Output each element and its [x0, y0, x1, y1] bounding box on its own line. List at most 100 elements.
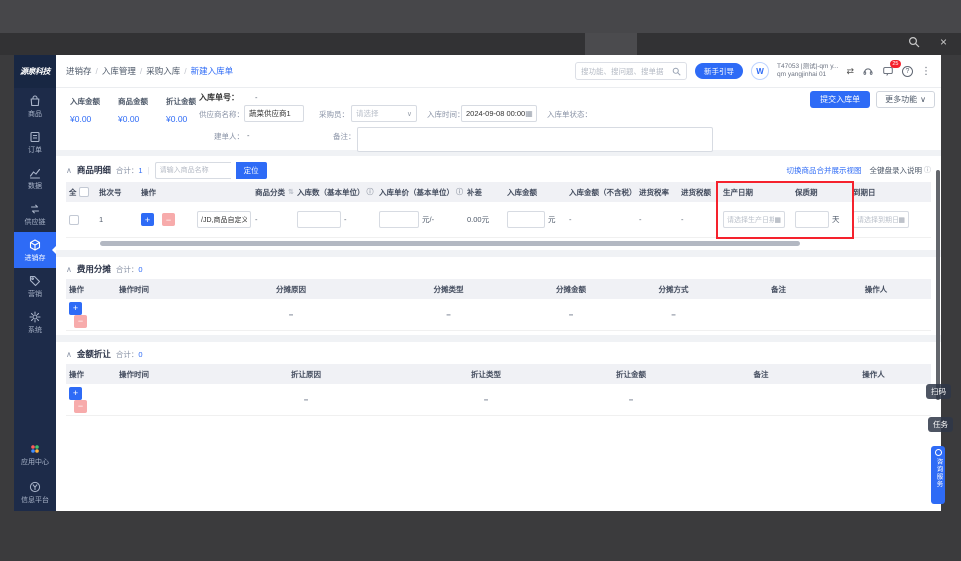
- buyer-select[interactable]: 请选择 ∨: [351, 105, 417, 122]
- calendar-icon: ▦: [525, 109, 533, 118]
- breadcrumb-item[interactable]: 进销存: [66, 66, 92, 76]
- more-functions-button[interactable]: 更多功能 ∨: [876, 91, 935, 108]
- collapse-icon[interactable]: ∧: [66, 264, 72, 274]
- sidebar-item-app-center[interactable]: 应用中心: [14, 435, 56, 473]
- tag-icon: [29, 275, 41, 286]
- qty-unit: -: [344, 215, 347, 224]
- time-value: 2024-09-08 00:00: [466, 109, 526, 118]
- fees-table-row: + − - - - -: [66, 299, 931, 331]
- sidebar-item-system[interactable]: 系统: [14, 304, 56, 340]
- stat-goods-amount: 商品金额 ¥0.00: [118, 96, 148, 124]
- vertical-scrollbar[interactable]: [936, 170, 940, 400]
- switch-view-link[interactable]: 切换商品合并展示视图: [786, 165, 862, 175]
- column-header-amount: 入库金额: [507, 187, 537, 197]
- submit-inbound-button[interactable]: 提交入库单: [810, 91, 871, 108]
- app-window: 源泉科技 商品 订单 数据 供应链 进销存: [14, 55, 941, 511]
- breadcrumb-separator: /: [184, 66, 187, 76]
- sidebar-item-inventory[interactable]: 进销存: [14, 232, 56, 268]
- info-icon[interactable]: ⓘ: [456, 189, 463, 196]
- stat-inbound-amount: 入库金额 ¥0.00: [70, 96, 100, 124]
- product-search-input[interactable]: [154, 161, 231, 179]
- sidebar-item-supply-chain[interactable]: 供应链: [14, 196, 56, 232]
- task-button[interactable]: 任务: [928, 417, 953, 432]
- amount-unit: 元: [548, 215, 556, 224]
- sort-icon[interactable]: ⇅: [288, 189, 294, 196]
- titlebar-search-icon[interactable]: [908, 36, 920, 48]
- add-row-button[interactable]: +: [141, 213, 154, 226]
- row-checkbox[interactable]: [69, 214, 79, 225]
- add-discount-button[interactable]: +: [69, 386, 82, 400]
- service-tab[interactable]: 咨询服务: [931, 446, 945, 504]
- close-icon[interactable]: ×: [939, 35, 947, 49]
- column-header-production-date: 生产日期: [723, 187, 753, 197]
- supplier-input[interactable]: [244, 105, 304, 122]
- column-header-category[interactable]: 商品分类 ⇅: [252, 187, 294, 198]
- scan-code-button[interactable]: 扫码: [926, 384, 951, 399]
- user-account: qm yangjinhai 01: [777, 71, 827, 78]
- sidebar-item-goods[interactable]: 商品: [14, 88, 56, 124]
- time-input[interactable]: 2024-09-08 00:00 ▦: [461, 105, 537, 122]
- more-menu-icon[interactable]: ⋮: [921, 65, 931, 77]
- remove-row-button[interactable]: −: [162, 213, 175, 226]
- column-header: 折让原因: [291, 369, 321, 379]
- support-icon[interactable]: [862, 65, 874, 77]
- price-unit: 元/-: [422, 215, 435, 224]
- total-label: 合计：: [115, 349, 139, 359]
- collapse-icon[interactable]: ∧: [66, 165, 72, 175]
- add-fee-button[interactable]: +: [69, 301, 82, 315]
- buyer-value: 请选择: [356, 109, 379, 118]
- supplier-label: 供应商名称：: [199, 110, 244, 119]
- sidebar-item-marketing[interactable]: 营销: [14, 268, 56, 304]
- search-icon[interactable]: [672, 67, 681, 76]
- fees-total: 合计：0: [116, 264, 143, 275]
- product-name-input[interactable]: /JD,商品自定义: [197, 211, 251, 228]
- collapse-icon[interactable]: ∧: [66, 349, 72, 359]
- guide-button[interactable]: 新手引导: [695, 63, 744, 79]
- user-info[interactable]: T47053 |测试|-qm y... qm yangjinhai 01: [777, 63, 838, 79]
- sidebar-item-orders[interactable]: 订单: [14, 124, 56, 160]
- column-header: 分摊类型: [433, 284, 464, 294]
- breadcrumb-item[interactable]: 采购入库: [146, 66, 181, 76]
- window-controls: ×: [908, 36, 947, 48]
- column-header-price: 入库单价（基本单位） ⓘ: [376, 187, 464, 198]
- global-search-input[interactable]: [581, 66, 673, 76]
- topbar: 进销存 / 入库管理 / 采购入库 / 新建入库单 新手引导 W: [56, 55, 941, 88]
- supplier-input-field[interactable]: [249, 109, 299, 118]
- locate-button[interactable]: 定位: [235, 161, 267, 179]
- breadcrumb-current: 新建入库单: [190, 66, 234, 76]
- summary-stats: 入库金额 ¥0.00 商品金额 ¥0.00 折让金额 ¥0.00: [70, 96, 196, 124]
- column-header: 操作: [69, 369, 84, 379]
- avatar-monogram: W: [756, 66, 764, 76]
- messages-icon[interactable]: 25: [882, 60, 901, 77]
- breadcrumb-item[interactable]: 入库管理: [101, 66, 136, 76]
- amount-input[interactable]: [507, 211, 545, 228]
- price-input[interactable]: [379, 211, 419, 228]
- sidebar-item-label: 应用中心: [21, 458, 49, 466]
- column-header: 分摊金额: [556, 284, 586, 294]
- sidebar-item-info-platform[interactable]: 信息平台: [14, 473, 56, 511]
- remove-fee-button[interactable]: −: [74, 314, 87, 328]
- switch-account-icon[interactable]: ⇄: [846, 65, 854, 76]
- remark-textarea[interactable]: [357, 127, 713, 152]
- column-header: 分摊方式: [658, 284, 689, 294]
- amount-notax-value: -: [569, 215, 572, 224]
- remove-discount-button[interactable]: −: [74, 399, 87, 413]
- discount-section-title: 金额折让: [76, 349, 111, 359]
- global-search[interactable]: [575, 62, 688, 80]
- keyboard-help-link[interactable]: 全键盘录入说明 ⓘ: [870, 165, 932, 176]
- stat-value: ¥0.00: [70, 114, 92, 124]
- production-date-input[interactable]: 请选择生产日期 ▦: [723, 211, 785, 228]
- help-icon[interactable]: ?: [902, 65, 913, 77]
- horizontal-scrollbar[interactable]: [100, 241, 800, 246]
- avatar[interactable]: W: [751, 62, 770, 80]
- select-all-checkbox[interactable]: [78, 187, 89, 197]
- remark-label: 备注：: [333, 132, 356, 141]
- sidebar-spacer: [14, 340, 56, 435]
- shelf-life-input[interactable]: [795, 211, 829, 228]
- info-icon[interactable]: ⓘ: [366, 189, 374, 196]
- sidebar-item-data[interactable]: 数据: [14, 160, 56, 196]
- expire-date-input[interactable]: 请选择到期日 ▦: [853, 211, 909, 228]
- sidebar-item-label: 供应链: [24, 218, 46, 226]
- qty-input[interactable]: [297, 211, 341, 228]
